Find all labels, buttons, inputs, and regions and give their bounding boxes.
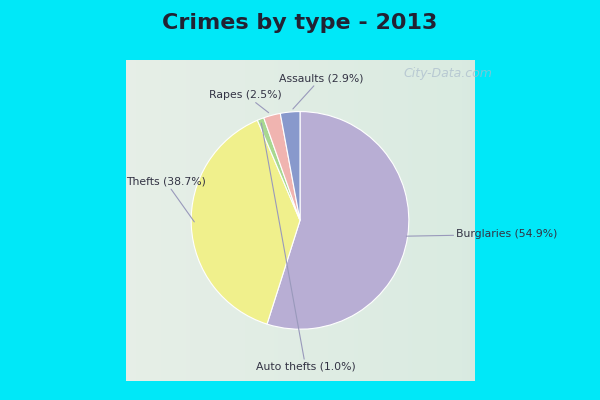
Text: Auto thefts (1.0%): Auto thefts (1.0%): [256, 123, 355, 372]
Text: Crimes by type - 2013: Crimes by type - 2013: [163, 13, 437, 33]
Text: Thefts (38.7%): Thefts (38.7%): [125, 176, 205, 222]
Wedge shape: [280, 112, 300, 220]
Wedge shape: [191, 120, 300, 324]
Text: Burglaries (54.9%): Burglaries (54.9%): [406, 229, 557, 239]
Text: City-Data.com: City-Data.com: [404, 67, 493, 80]
Text: Rapes (2.5%): Rapes (2.5%): [209, 90, 282, 113]
Wedge shape: [267, 112, 409, 329]
Text: Assaults (2.9%): Assaults (2.9%): [278, 73, 363, 109]
Wedge shape: [264, 113, 300, 220]
Wedge shape: [257, 118, 300, 220]
